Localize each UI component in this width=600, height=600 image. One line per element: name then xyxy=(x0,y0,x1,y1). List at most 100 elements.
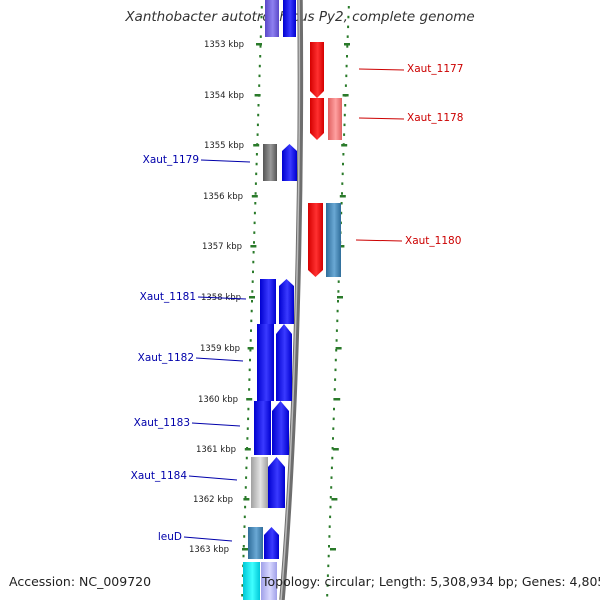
tick-dot xyxy=(341,182,344,185)
tick-dot xyxy=(253,231,256,234)
ruler-tick-dash xyxy=(242,548,248,551)
ruler-tick-label: 1354 kbp xyxy=(204,91,244,101)
gene-leader-line xyxy=(183,536,233,542)
gene-label: Xaut_1182 xyxy=(138,352,194,364)
tick-dot xyxy=(327,554,330,558)
gene-block-xaut-1184 xyxy=(268,457,285,508)
tick-dot xyxy=(329,505,332,509)
ruler-tick-dash xyxy=(342,94,349,97)
tick-dot xyxy=(336,319,339,323)
ruler-tick-label: 1355 kbp xyxy=(204,141,244,151)
tick-dot xyxy=(337,280,340,283)
gene-block-top-left xyxy=(265,0,279,37)
ruler-tick-label: 1360 kbp xyxy=(198,395,238,405)
tick-dot xyxy=(341,192,343,195)
gene-leader-line xyxy=(200,159,251,163)
tick-dot xyxy=(244,486,247,489)
ruler-tick-dash xyxy=(334,398,341,401)
tick-dot xyxy=(255,153,258,156)
tick-dot xyxy=(328,525,331,528)
tick-dot xyxy=(345,74,348,78)
ruler-tick-dash xyxy=(331,498,338,501)
tick-dot xyxy=(332,417,335,421)
ruler-tick-dash xyxy=(330,548,336,551)
gene-leader-line xyxy=(195,357,244,362)
ruler-tick-dash xyxy=(250,245,257,248)
tick-dot xyxy=(251,300,253,303)
tick-dot xyxy=(243,535,246,538)
tick-dot xyxy=(248,368,251,372)
gene-block-xaut-1178-cog xyxy=(328,98,342,140)
gene-block-xaut-1183-cog xyxy=(254,401,271,455)
gene-block-xaut-1177 xyxy=(310,42,324,98)
tick-dot xyxy=(333,388,336,391)
gene-block-xaut-1181 xyxy=(279,279,294,324)
ruler-tick-dash xyxy=(335,347,342,350)
tick-dot xyxy=(244,496,247,499)
tick-dot xyxy=(250,309,253,313)
tick-dot xyxy=(342,153,345,156)
gene-block-xaut-1181-cog xyxy=(260,279,276,324)
tick-dot xyxy=(337,300,339,303)
tick-dot xyxy=(340,202,343,205)
ruler-tick-dash xyxy=(337,296,343,299)
gene-leader-line xyxy=(358,68,405,71)
tick-dot xyxy=(327,564,330,568)
tick-dot xyxy=(249,358,251,362)
tick-dot xyxy=(252,270,254,274)
gene-block-xaut-1182 xyxy=(276,324,292,401)
gene-leader-line xyxy=(188,475,238,481)
gene-label: Xaut_1184 xyxy=(131,470,188,482)
tick-dot xyxy=(255,162,258,166)
tick-dot xyxy=(346,45,349,48)
ruler-tick-dash xyxy=(254,94,261,97)
ruler-tick-label: 1353 kbp xyxy=(204,40,244,50)
tick-dot xyxy=(331,456,334,460)
tick-dot xyxy=(330,476,333,479)
tick-dot xyxy=(334,368,337,372)
tick-dot xyxy=(335,329,338,332)
gene-block-xaut-1182-cog xyxy=(257,324,274,401)
tick-dot xyxy=(242,554,245,558)
ruler-tick-dash xyxy=(253,144,260,147)
tick-dot xyxy=(329,515,332,519)
tick-dot xyxy=(247,407,250,411)
tick-dot xyxy=(326,574,329,577)
ruler-tick-dash xyxy=(246,398,253,401)
ruler-tick-label: 1361 kbp xyxy=(196,445,236,455)
gene-block-xaut-1179-cog xyxy=(263,144,277,181)
tick-dot xyxy=(251,290,254,293)
tick-dot xyxy=(248,388,251,391)
ruler-tick-label: 1356 kbp xyxy=(203,192,243,202)
tick-dot xyxy=(257,113,260,117)
tick-dot xyxy=(328,535,331,538)
gene-block-leud-cog xyxy=(248,527,263,559)
tick-dot xyxy=(254,202,257,205)
gene-label: Xaut_1180 xyxy=(405,235,461,247)
gene-block-xaut-1178 xyxy=(310,98,324,140)
tick-dot xyxy=(346,55,348,58)
ruler-tick-dash xyxy=(251,195,258,198)
tick-dot xyxy=(254,192,257,195)
tick-dot xyxy=(331,447,334,450)
tick-dot xyxy=(335,349,338,352)
tick-dot xyxy=(249,339,252,342)
tick-dot xyxy=(343,123,346,127)
left-dot-rail xyxy=(241,6,263,597)
gene-leader-line xyxy=(358,117,405,120)
tick-dot xyxy=(326,584,329,587)
gene-block-bottom-left xyxy=(243,562,260,600)
tick-dot xyxy=(253,241,255,244)
tick-dot xyxy=(241,574,244,577)
ruler-tick-label: 1362 kbp xyxy=(193,495,233,505)
genome-backbone-highlight xyxy=(280,0,301,600)
tick-dot xyxy=(260,25,263,29)
tick-dot xyxy=(255,172,258,176)
ruler-tick-dash xyxy=(341,144,348,147)
tick-dot xyxy=(259,35,262,38)
ruler-tick-dash xyxy=(332,448,339,451)
gene-label: Xaut_1183 xyxy=(134,417,190,429)
tick-dot xyxy=(256,123,259,127)
tick-dot xyxy=(328,545,330,548)
